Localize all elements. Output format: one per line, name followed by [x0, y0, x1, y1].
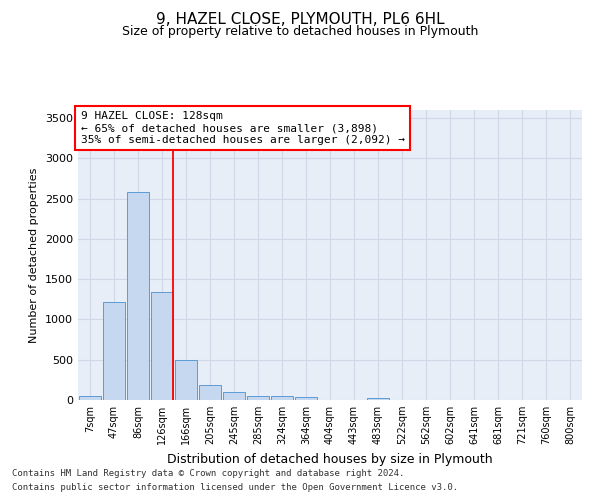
Bar [247, 396, 269, 400]
Bar [199, 385, 221, 400]
Bar [367, 398, 389, 400]
Bar [151, 292, 173, 400]
Bar [175, 360, 197, 400]
Text: 9 HAZEL CLOSE: 128sqm
← 65% of detached houses are smaller (3,898)
35% of semi-d: 9 HAZEL CLOSE: 128sqm ← 65% of detached … [80, 112, 404, 144]
Y-axis label: Number of detached properties: Number of detached properties [29, 168, 40, 342]
Bar [103, 302, 125, 400]
Bar [127, 192, 149, 400]
Text: Contains public sector information licensed under the Open Government Licence v3: Contains public sector information licen… [12, 484, 458, 492]
Bar [79, 396, 101, 400]
Text: 9, HAZEL CLOSE, PLYMOUTH, PL6 6HL: 9, HAZEL CLOSE, PLYMOUTH, PL6 6HL [155, 12, 445, 28]
X-axis label: Distribution of detached houses by size in Plymouth: Distribution of detached houses by size … [167, 452, 493, 466]
Bar [295, 397, 317, 400]
Text: Size of property relative to detached houses in Plymouth: Size of property relative to detached ho… [122, 25, 478, 38]
Bar [271, 396, 293, 400]
Text: Contains HM Land Registry data © Crown copyright and database right 2024.: Contains HM Land Registry data © Crown c… [12, 468, 404, 477]
Bar [223, 392, 245, 400]
